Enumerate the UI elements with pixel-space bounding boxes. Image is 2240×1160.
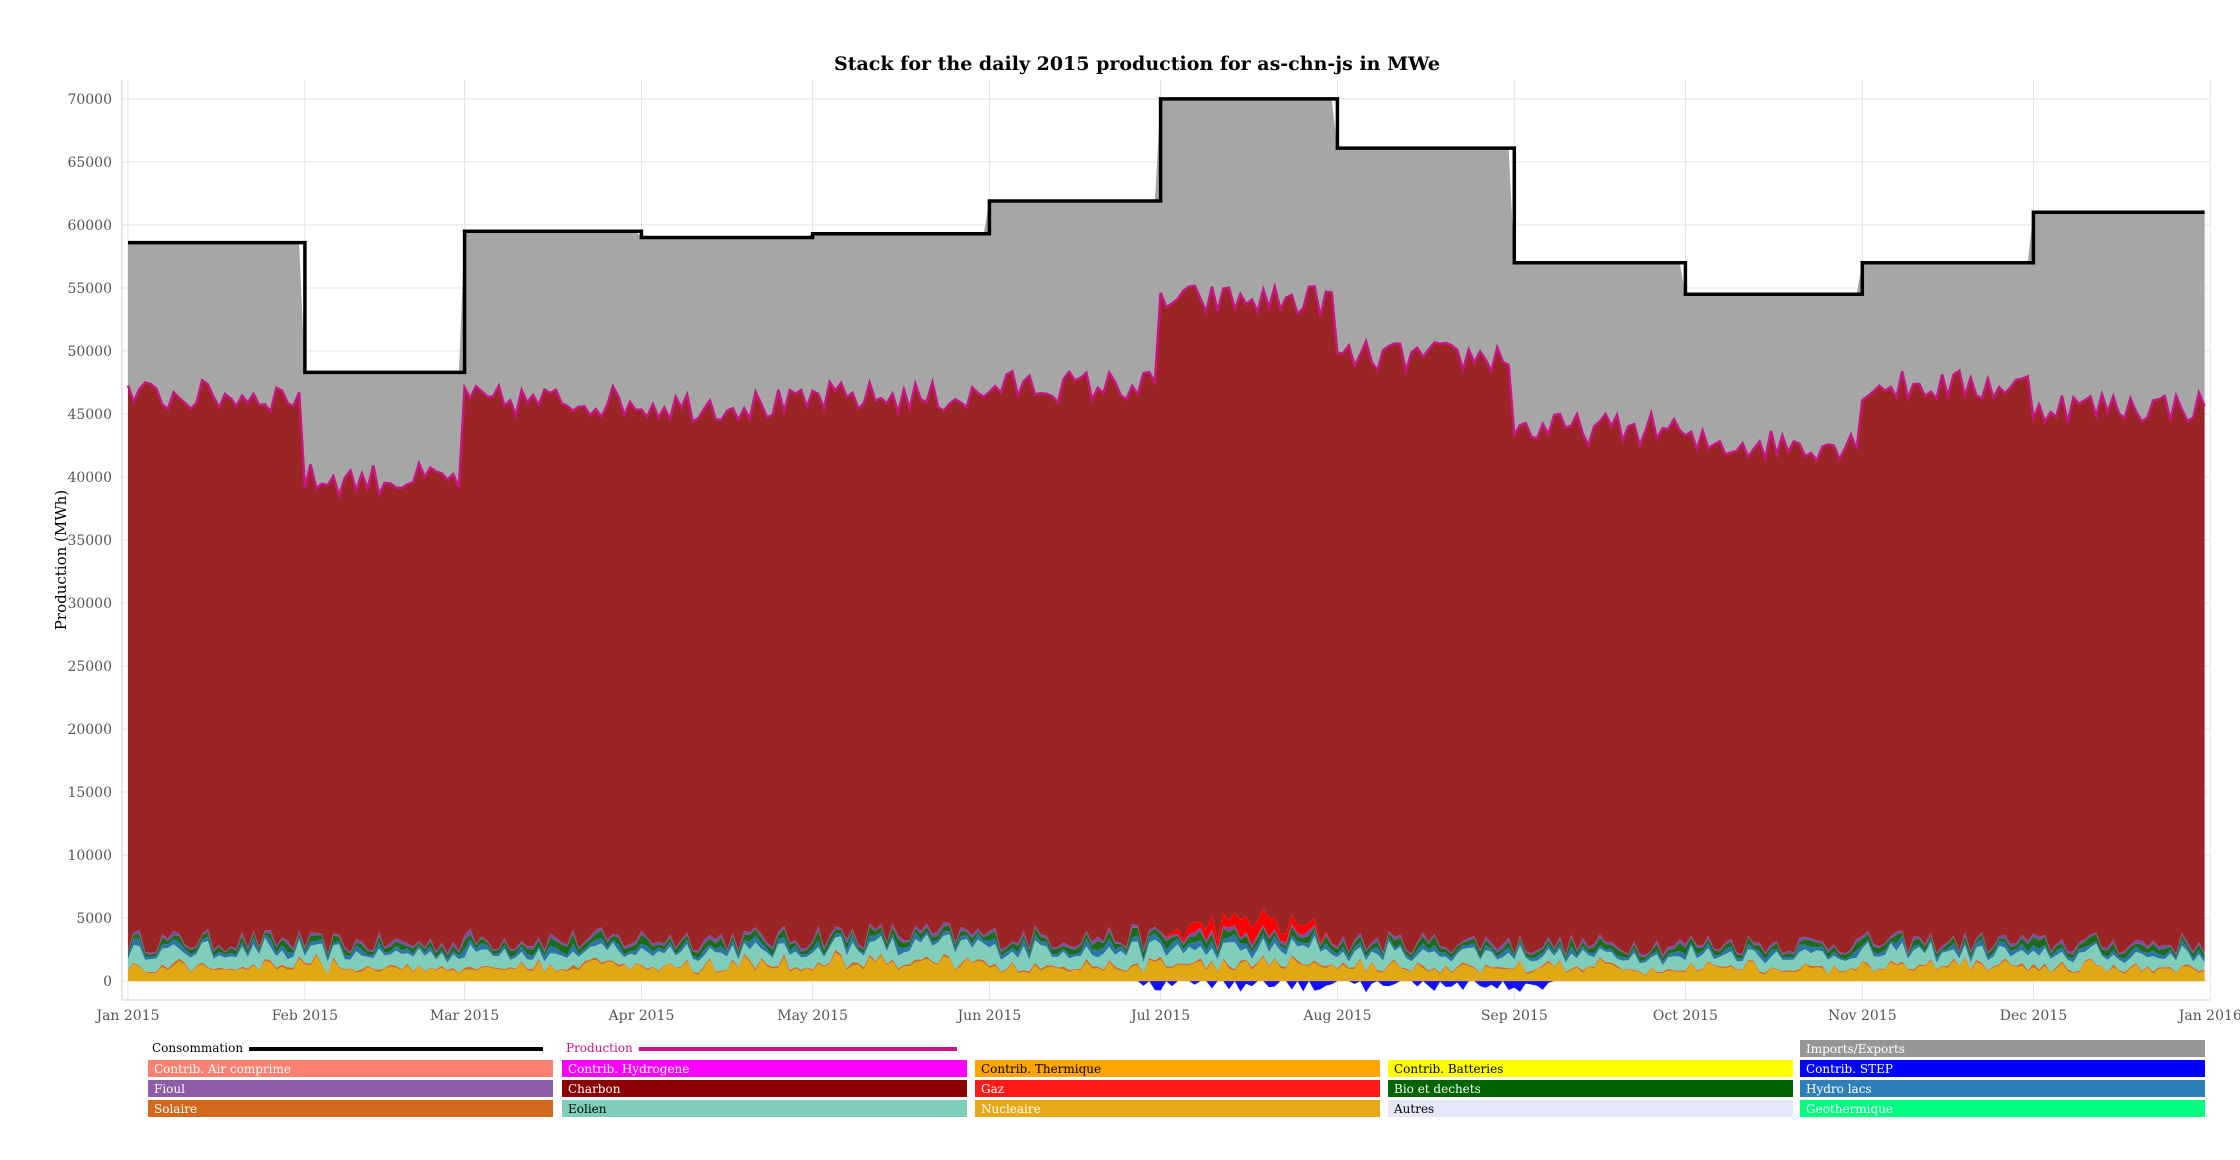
area-imports-exports bbox=[128, 98, 2205, 496]
legend-swatch bbox=[562, 1080, 967, 1097]
x-tick-label: Jun 2015 bbox=[956, 1008, 1022, 1024]
x-tick-label: Sep 2015 bbox=[1481, 1008, 1548, 1024]
legend-label: Autres bbox=[1393, 1102, 1434, 1116]
legend-swatch bbox=[1388, 1080, 1793, 1097]
x-tick-label: Aug 2015 bbox=[1302, 1008, 1371, 1024]
y-tick-label: 15000 bbox=[67, 785, 112, 801]
legend-item-bio-et-dechets: Bio et dechets bbox=[1388, 1080, 1793, 1097]
legend-label: Eolien bbox=[568, 1102, 607, 1116]
legend-swatch bbox=[1388, 1100, 1793, 1117]
legend-label: Nucleaire bbox=[981, 1102, 1041, 1116]
y-tick-label: 5000 bbox=[76, 911, 112, 927]
y-tick-label: 25000 bbox=[67, 659, 112, 675]
y-tick-label: 60000 bbox=[67, 218, 112, 234]
y-tick-label: 50000 bbox=[67, 344, 112, 360]
y-axis-label: Production (MWh) bbox=[52, 490, 70, 630]
legend-item-consommation: Consommation bbox=[152, 1041, 543, 1055]
x-tick-label: Feb 2015 bbox=[272, 1008, 338, 1024]
legend-swatch bbox=[1800, 1100, 2205, 1117]
legend-swatch bbox=[1800, 1080, 2205, 1097]
legend-item-gaz: Gaz bbox=[975, 1080, 1380, 1097]
y-tick-label: 30000 bbox=[67, 596, 112, 612]
legend-label: Bio et dechets bbox=[1394, 1082, 1481, 1096]
legend-item-geothermique: Geothermique bbox=[1800, 1100, 2205, 1117]
legend-label: Contrib. Batteries bbox=[1394, 1062, 1503, 1076]
legend-item-eolien: Eolien bbox=[562, 1100, 967, 1117]
legend-swatch bbox=[148, 1060, 553, 1077]
y-tick-label: 10000 bbox=[67, 848, 112, 864]
x-tick-label: Dec 2015 bbox=[2000, 1008, 2067, 1024]
legend-label: Gaz bbox=[981, 1082, 1004, 1096]
line-series bbox=[126, 97, 2206, 500]
legend-label: Contrib. Thermique bbox=[981, 1062, 1101, 1076]
legend-swatch bbox=[975, 1060, 1380, 1077]
x-tick-label: Apr 2015 bbox=[608, 1008, 675, 1024]
area-eolien bbox=[128, 934, 2205, 975]
x-tick-label: Oct 2015 bbox=[1653, 1008, 1718, 1024]
legend-swatch bbox=[148, 1100, 553, 1117]
y-tick-label: 35000 bbox=[67, 533, 112, 549]
legend-label: Contrib. Hydrogene bbox=[568, 1062, 689, 1076]
area-series bbox=[128, 98, 2205, 993]
legend-label: Contrib. Air comprime bbox=[154, 1062, 291, 1076]
chart-title: Stack for the daily 2015 production for … bbox=[834, 53, 1440, 75]
x-tick-label: Jan 2015 bbox=[94, 1008, 159, 1024]
legend-label: Solaire bbox=[154, 1102, 197, 1116]
area-charbon bbox=[128, 285, 2205, 956]
legend-item-autres: Autres bbox=[1388, 1100, 1793, 1117]
production-line bbox=[126, 281, 2206, 500]
y-tick-label: 55000 bbox=[67, 281, 112, 297]
legend-label: Production bbox=[566, 1041, 633, 1055]
consumption-line bbox=[128, 97, 2205, 375]
y-tick-label: 70000 bbox=[67, 92, 112, 108]
legend-label: Fioul bbox=[154, 1082, 185, 1096]
legend-item-production: Production bbox=[566, 1041, 957, 1055]
legend-label: Contrib. STEP bbox=[1806, 1062, 1893, 1076]
x-tick-label: Nov 2015 bbox=[1828, 1008, 1897, 1024]
legend-label: Imports/Exports bbox=[1806, 1042, 1905, 1056]
x-tick-label: Jul 2015 bbox=[1129, 1008, 1190, 1024]
x-tick-label: May 2015 bbox=[777, 1008, 848, 1024]
legend-swatch bbox=[562, 1060, 967, 1077]
legend-item-hydro-lacs: Hydro lacs bbox=[1800, 1080, 2205, 1097]
legend-label: Geothermique bbox=[1806, 1102, 1893, 1116]
legend-item-charbon: Charbon bbox=[562, 1080, 967, 1097]
legend-swatch bbox=[1388, 1060, 1793, 1077]
legend-label: Charbon bbox=[568, 1082, 621, 1096]
legend-item-imports-exports: Imports/Exports bbox=[1800, 1040, 2205, 1057]
legend-swatch bbox=[562, 1100, 967, 1117]
legend-swatch bbox=[148, 1080, 553, 1097]
legend-item-fioul: Fioul bbox=[148, 1080, 553, 1097]
legend: Consommation Production Imports/Exports Con… bbox=[148, 1040, 2205, 1117]
legend-item-contrib-batteries: Contrib. Batteries bbox=[1388, 1060, 1793, 1077]
legend-item-contrib-hydrogene: Contrib. Hydrogene bbox=[562, 1060, 967, 1077]
y-tick-label: 20000 bbox=[67, 722, 112, 738]
legend-swatch bbox=[1800, 1060, 2205, 1077]
x-tick-label: Jan 2016 bbox=[2177, 1008, 2240, 1024]
area-solaire bbox=[128, 949, 2205, 977]
y-tick-label: 40000 bbox=[67, 470, 112, 486]
legend-item-contrib-step: Contrib. STEP bbox=[1800, 1060, 2205, 1077]
axes: 0 5000 10000 15000 20000 25000 30000 35000 40000… bbox=[67, 80, 2240, 1024]
legend-item-nucleaire: Nucleaire bbox=[975, 1100, 1380, 1117]
x-tick-label: Mar 2015 bbox=[430, 1008, 499, 1024]
legend-item-contrib-thermique: Contrib. Thermique bbox=[975, 1060, 1380, 1077]
legend-swatch bbox=[975, 1080, 1380, 1097]
y-tick-label: 0 bbox=[103, 974, 112, 990]
area-hydro-lacs bbox=[128, 930, 2205, 966]
legend-label: Hydro lacs bbox=[1806, 1082, 1872, 1096]
legend-swatch bbox=[1800, 1040, 2205, 1057]
area-nucleaire bbox=[128, 952, 2205, 982]
y-tick-label: 65000 bbox=[67, 155, 112, 171]
area-bio-et-dechets bbox=[128, 924, 2205, 962]
legend-swatch bbox=[975, 1100, 1380, 1117]
legend-item-contrib-air-comprime: Contrib. Air comprime bbox=[148, 1060, 553, 1077]
y-tick-label: 45000 bbox=[67, 407, 112, 423]
legend-label: Consommation bbox=[152, 1041, 243, 1055]
area-contrib-step bbox=[128, 981, 2205, 993]
legend-item-solaire: Solaire bbox=[148, 1100, 553, 1117]
area-fioul bbox=[128, 922, 2205, 958]
